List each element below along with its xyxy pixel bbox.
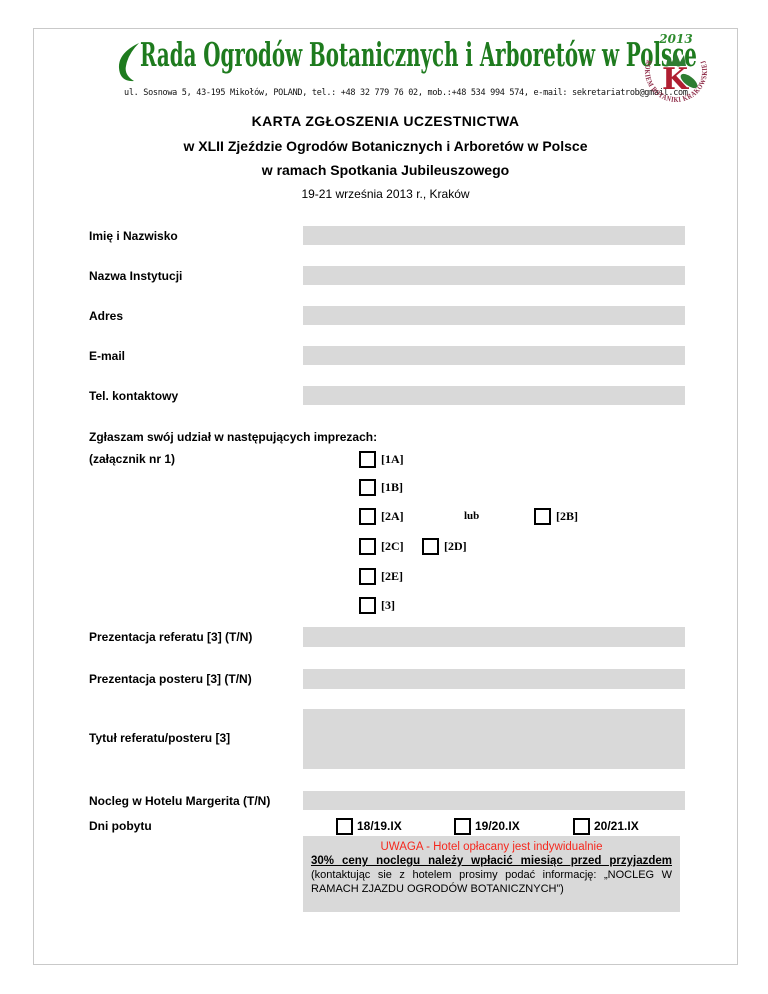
checkbox-1B-label: [1B] [381,480,403,494]
day-19-20-label: 19/20.IX [475,819,520,833]
checkbox-day-19-20[interactable] [454,818,471,835]
notice-contact-line: (kontaktując sie z hotelem prosimy podać… [311,869,672,896]
presentation-title-label: Tytuł referatu/posteru [3] [89,731,231,745]
checkbox-1A-label: [1A] [381,452,404,466]
notice-payment-line: 30% ceny noclegu należy wpłacić miesiąc … [311,855,672,867]
institution-input[interactable] [303,266,685,285]
checkbox-2C-label: [2C] [381,539,404,553]
checkbox-1A[interactable] [359,451,376,468]
checkbox-2B-label: [2B] [556,509,578,523]
phone-label: Tel. kontaktowy [89,389,179,403]
hotel-notice-box: UWAGA - Hotel opłacany jest indywidualni… [303,836,680,912]
form-subtitle-occasion: w ramach Spotkania Jubileuszowego [261,162,510,178]
phone-input[interactable] [303,386,685,405]
checkbox-1B[interactable] [359,479,376,496]
form-title: KARTA ZGŁOSZENIA UCZESTNICTWA [251,113,520,129]
day-20-21-label: 20/21.IX [594,819,639,833]
day-18-19-label: 18/19.IX [357,819,402,833]
notice-warning-line: UWAGA - Hotel opłacany jest indywidualni… [380,841,603,853]
checkbox-2E[interactable] [359,568,376,585]
email-label: E-mail [89,349,126,363]
or-label: lub [464,510,480,522]
lecture-input[interactable] [303,627,685,647]
checkbox-2D-label: [2D] [444,539,467,553]
logo-crown [666,52,686,66]
hotel-label: Nocleg w Hotelu Margerita (T/N) [89,794,271,808]
lecture-label: Prezentacja referatu [3] (T/N) [89,630,253,644]
poster-label: Prezentacja posteru [3] (T/N) [89,672,252,686]
event-date-location: 19-21 września 2013 r., Kraków [301,187,470,201]
anniversary-logo: 2013 ROKIEM BOTANIKI KRAKOWSKIEJ K [643,32,709,104]
checkbox-2D[interactable] [422,538,439,555]
organization-name: Rada Ogrodów Botanicznych i Arboretów w … [140,35,697,74]
address-label: Adres [89,309,124,323]
logo-letter: K [662,62,689,97]
logo-leaf [680,73,698,89]
checkbox-2C[interactable] [359,538,376,555]
institution-label: Nazwa Instytucji [89,269,183,283]
form-page: Rada Ogrodów Botanicznych i Arboretów w … [33,28,738,965]
events-heading: Zgłaszam swój udział w następujących imp… [89,430,378,444]
hotel-input[interactable] [303,791,685,810]
poster-input[interactable] [303,669,685,689]
checkbox-3[interactable] [359,597,376,614]
checkbox-2B[interactable] [534,508,551,525]
address-input[interactable] [303,306,685,325]
name-input[interactable] [303,226,685,245]
stay-days-label: Dni pobytu [89,819,152,833]
presentation-title-textarea[interactable] [303,709,685,769]
checkbox-day-20-21[interactable] [573,818,590,835]
name-label: Imię i Nazwisko [89,229,178,243]
leaf-icon [118,43,139,82]
checkbox-2E-label: [2E] [381,569,403,583]
events-attachment-note: (załącznik nr 1) [89,452,176,466]
form-subtitle-event: w XLII Zjeździe Ogrodów Botanicznych i A… [183,138,588,154]
checkbox-2A[interactable] [359,508,376,525]
organization-address: ul. Sosnowa 5, 43-195 Mikołów, POLAND, t… [124,88,688,98]
checkbox-3-label: [3] [381,598,395,612]
checkbox-2A-label: [2A] [381,509,404,523]
logo-year: 2013 [658,32,692,46]
checkbox-day-18-19[interactable] [336,818,353,835]
email-input[interactable] [303,346,685,365]
